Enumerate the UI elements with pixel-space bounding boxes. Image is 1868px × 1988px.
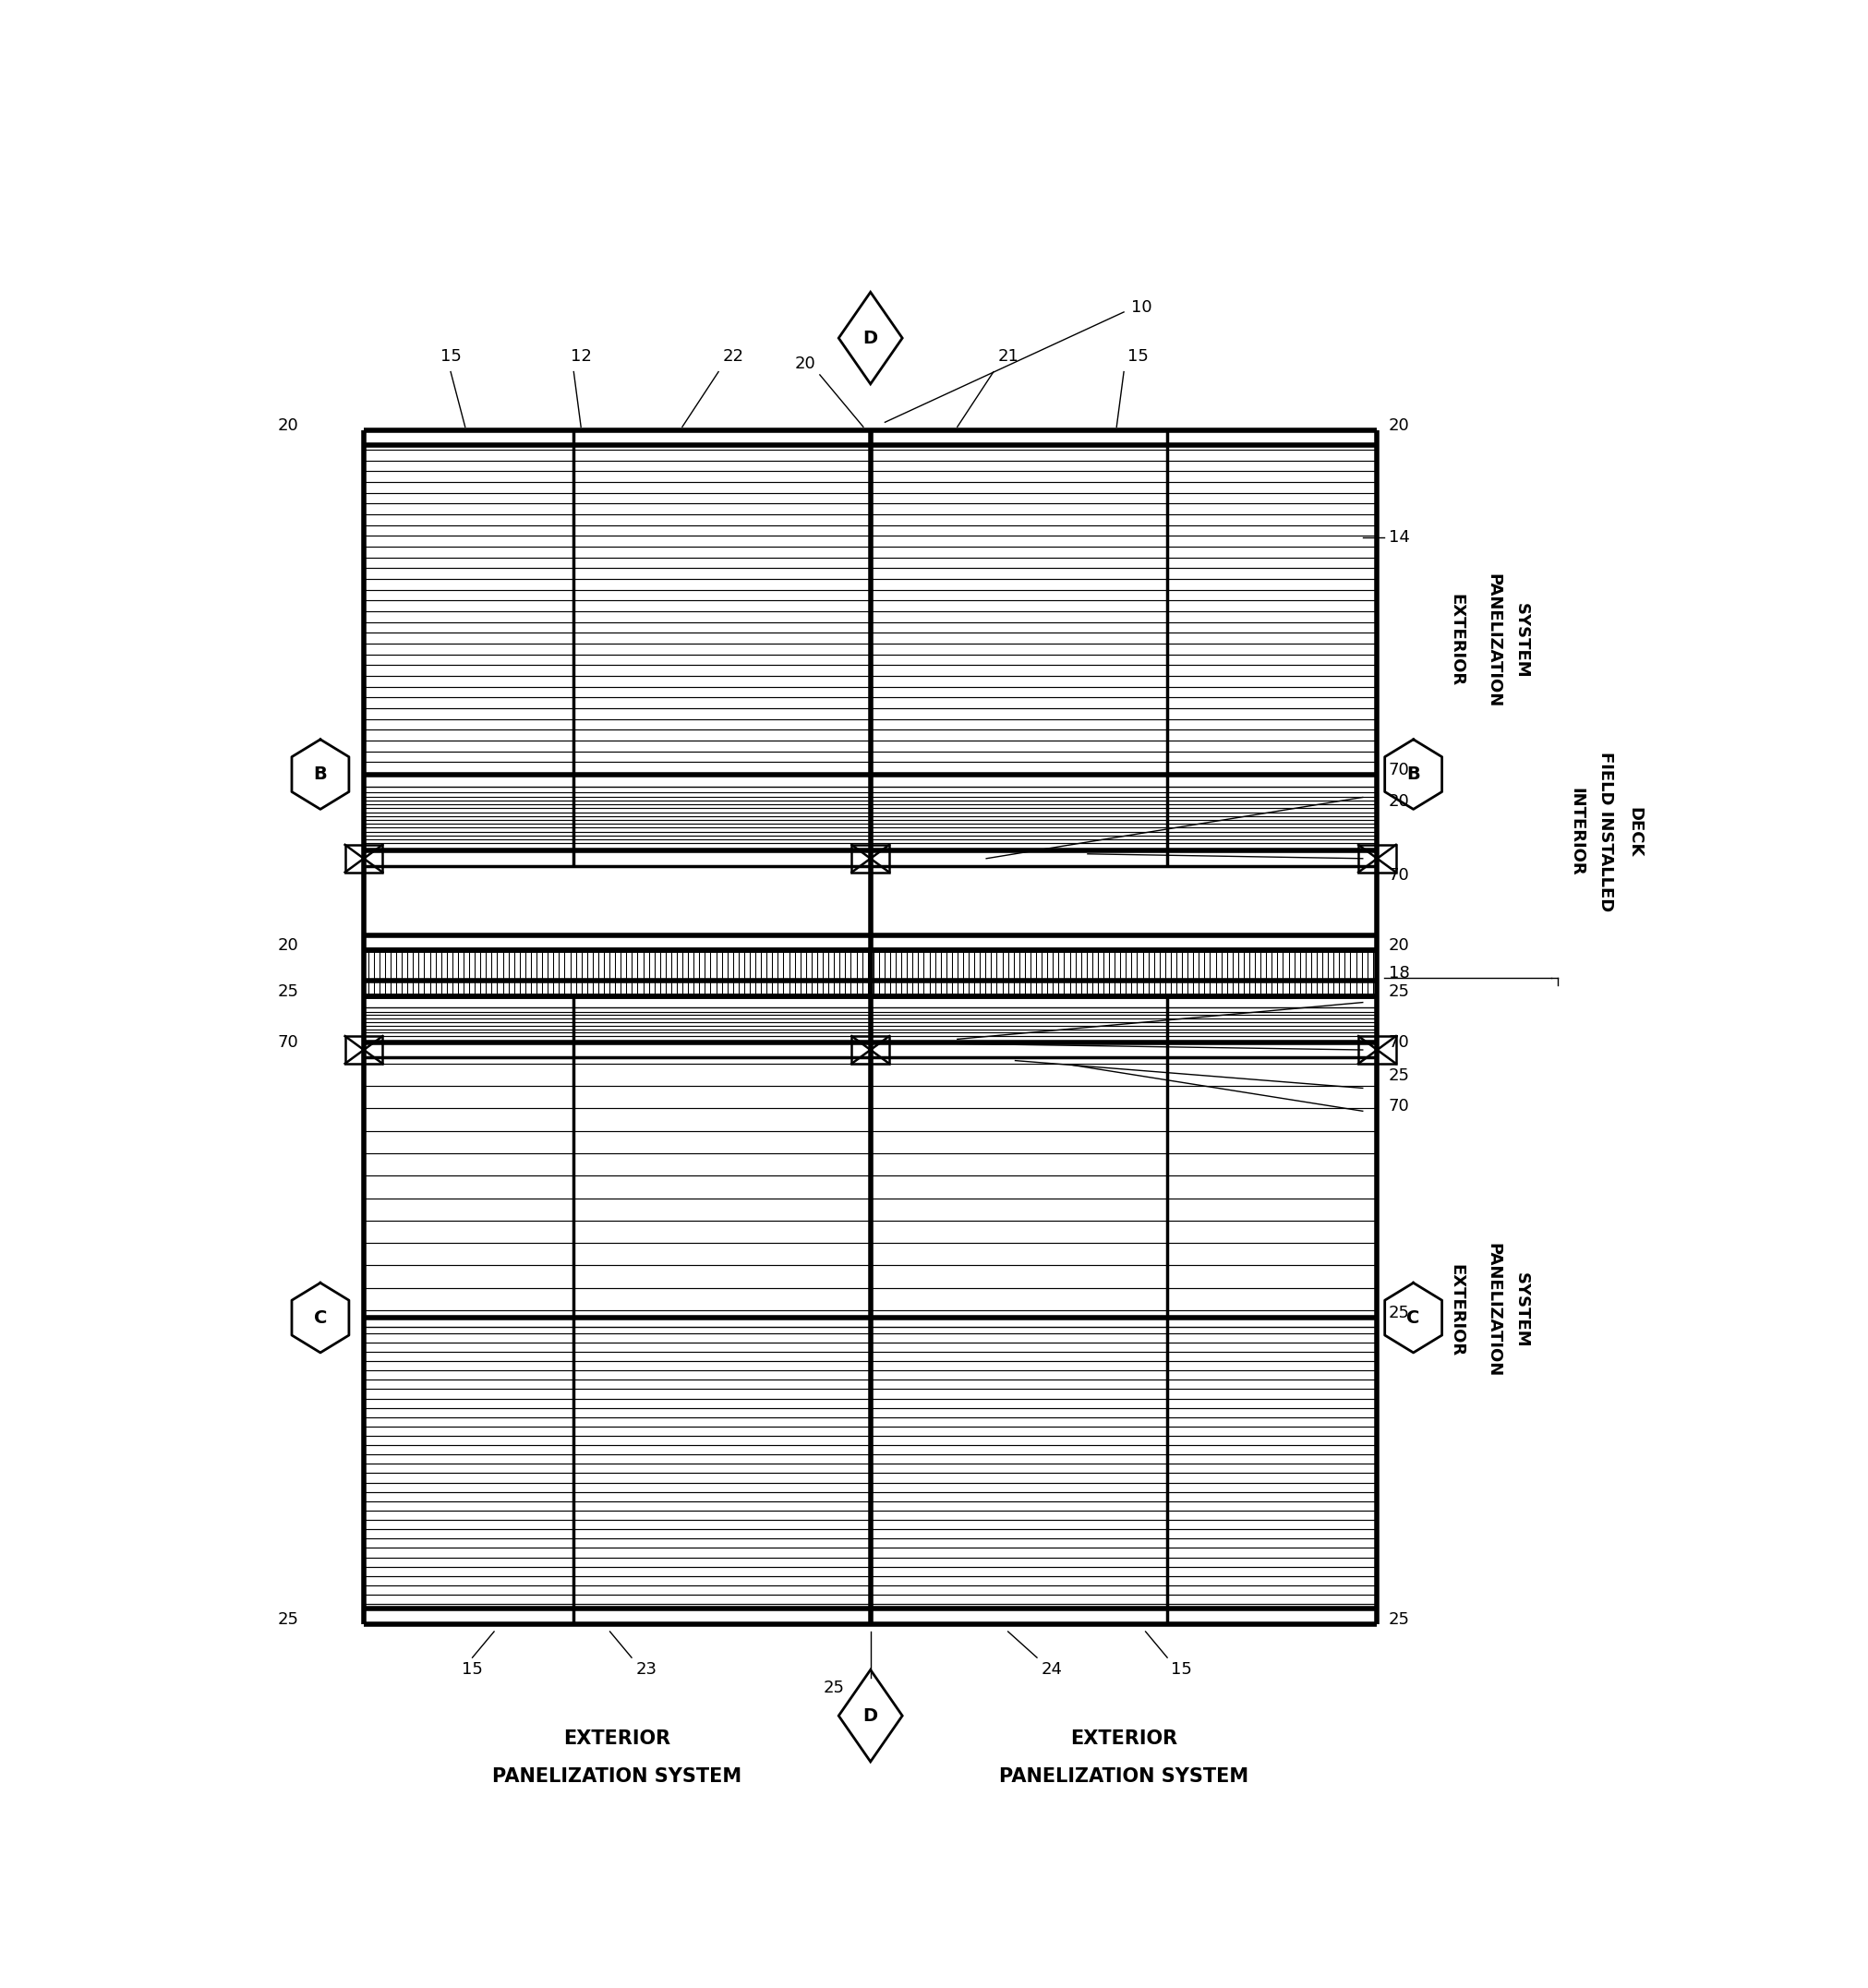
Text: 25: 25 — [1388, 1068, 1410, 1083]
Text: 20: 20 — [278, 417, 299, 433]
Text: EXTERIOR: EXTERIOR — [1070, 1730, 1177, 1747]
Text: 70: 70 — [1388, 1034, 1410, 1050]
Text: 20: 20 — [1388, 793, 1410, 811]
Text: 15: 15 — [441, 348, 461, 364]
Text: 20: 20 — [796, 356, 816, 372]
Text: INTERIOR: INTERIOR — [1569, 787, 1586, 877]
Text: 25: 25 — [278, 984, 299, 1000]
Text: 12: 12 — [570, 348, 592, 364]
Text: 15: 15 — [461, 1662, 484, 1678]
Text: PANELIZATION: PANELIZATION — [1485, 573, 1502, 708]
Text: 25: 25 — [1388, 1304, 1410, 1322]
Text: SYSTEM: SYSTEM — [1513, 1272, 1530, 1348]
Text: 10: 10 — [1130, 298, 1153, 316]
Text: DECK: DECK — [1627, 807, 1644, 857]
Text: FIELD INSTALLED: FIELD INSTALLED — [1597, 751, 1614, 912]
Text: 70: 70 — [1388, 761, 1410, 777]
Text: B: B — [1407, 765, 1420, 783]
Text: 25: 25 — [824, 1680, 844, 1696]
Text: 25: 25 — [1388, 984, 1410, 1000]
Text: 25: 25 — [1388, 1610, 1410, 1628]
Text: EXTERIOR: EXTERIOR — [1448, 594, 1465, 686]
Text: 20: 20 — [278, 938, 299, 954]
Text: EXTERIOR: EXTERIOR — [1448, 1264, 1465, 1356]
Text: 24: 24 — [1040, 1662, 1063, 1678]
Text: 15: 15 — [1171, 1662, 1192, 1678]
Text: B: B — [314, 765, 327, 783]
Text: 18: 18 — [1388, 964, 1410, 982]
Text: 23: 23 — [635, 1662, 658, 1678]
Text: 70: 70 — [278, 1034, 299, 1050]
Text: C: C — [314, 1308, 327, 1326]
Text: EXTERIOR: EXTERIOR — [564, 1730, 671, 1747]
Text: SYSTEM: SYSTEM — [1513, 602, 1530, 678]
Text: 15: 15 — [1128, 348, 1149, 364]
Text: 70: 70 — [1388, 1097, 1410, 1115]
Text: PANELIZATION: PANELIZATION — [1485, 1242, 1502, 1378]
Text: 25: 25 — [278, 1610, 299, 1628]
Text: 20: 20 — [1388, 417, 1410, 433]
Text: 20: 20 — [1388, 938, 1410, 954]
Text: 70: 70 — [1388, 867, 1410, 885]
Text: 21: 21 — [998, 348, 1018, 364]
Text: PANELIZATION SYSTEM: PANELIZATION SYSTEM — [493, 1767, 742, 1785]
Text: 22: 22 — [723, 348, 743, 364]
Text: D: D — [863, 1708, 878, 1724]
Text: PANELIZATION SYSTEM: PANELIZATION SYSTEM — [999, 1767, 1248, 1785]
Text: D: D — [863, 330, 878, 346]
Text: C: C — [1407, 1308, 1420, 1326]
Text: 14: 14 — [1388, 529, 1410, 545]
